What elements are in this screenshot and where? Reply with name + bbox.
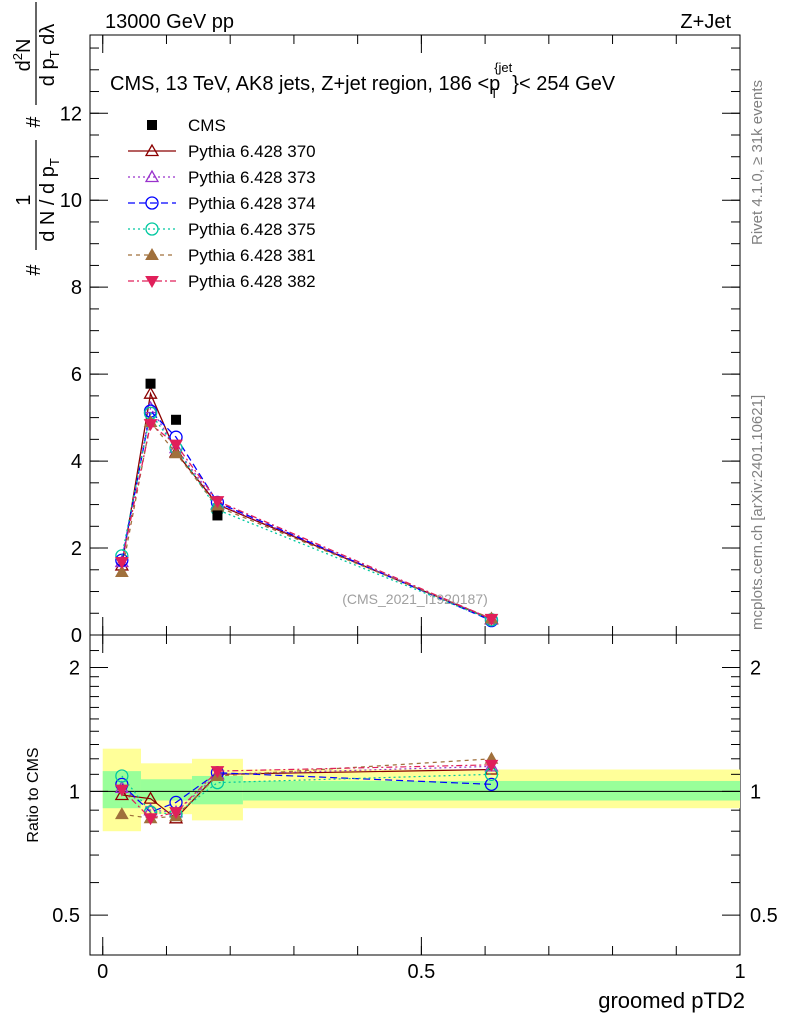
title-suffix: < 254 GeV bbox=[519, 73, 616, 95]
plot-title: CMS, 13 TeV, AK8 jets, Z+jet region, 186… bbox=[110, 60, 616, 101]
ratio-point-s5-2 bbox=[169, 807, 183, 820]
ylabel-hash-mid: # bbox=[23, 116, 45, 128]
main-point-s5-4 bbox=[484, 613, 499, 626]
ratio-point-s4-0 bbox=[115, 807, 129, 820]
ratio-point-s5-1 bbox=[143, 813, 158, 826]
y-main-tick-label-1: 2 bbox=[71, 538, 82, 560]
ratio-y-axis-label: Ratio to CMS bbox=[25, 747, 42, 842]
ratio-band-green-1 bbox=[140, 779, 192, 801]
ratio-point-s3-0 bbox=[115, 769, 129, 783]
x-tick-label-0: 0 bbox=[97, 961, 108, 983]
y-ratio-tick-label-left-0: 0.5 bbox=[52, 905, 80, 927]
main-series-group bbox=[114, 378, 499, 628]
y-main-tick-label-2: 4 bbox=[71, 451, 82, 473]
header-process: Z+Jet bbox=[680, 11, 731, 33]
main-series-line-0 bbox=[121, 391, 492, 620]
legend: CMS Pythia 6.428 370 Pythia 6.428 373 Pythi… bbox=[128, 116, 316, 291]
y-ratio-tick-label-right-2: 2 bbox=[750, 658, 761, 680]
y-main-tick-label-4: 8 bbox=[71, 277, 82, 299]
main-point-s0-1 bbox=[143, 386, 158, 399]
title-sub: T bbox=[490, 86, 498, 101]
x-tick-label-2: 1 bbox=[734, 961, 745, 983]
main-point-s4-2 bbox=[169, 446, 183, 459]
mcplots-credit-label: mcplots.cern.ch [arXiv:2401.10621] bbox=[749, 395, 766, 630]
ratio-series-group bbox=[114, 751, 499, 826]
ratio-series-line-4 bbox=[121, 758, 492, 819]
main-series-line-3 bbox=[121, 411, 492, 621]
legend-marker-1 bbox=[144, 169, 160, 183]
main-point-s5-3 bbox=[210, 496, 225, 509]
ratio-point-s5-0 bbox=[115, 784, 129, 797]
title-p: p bbox=[489, 73, 500, 95]
cms-data-point-1 bbox=[171, 414, 182, 425]
legend-label-2: Pythia 6.428 374 bbox=[188, 194, 316, 213]
y-ratio-tick-label-right-1: 1 bbox=[750, 781, 761, 803]
main-y-axis-label: # 1 d N / d pT # d2N d pT dλ bbox=[10, 2, 62, 276]
y-main-tick-label-6: 12 bbox=[60, 103, 82, 125]
ratio-point-s0-0 bbox=[114, 787, 129, 801]
main-point-s4-0 bbox=[115, 564, 129, 577]
title-prefix: CMS, 13 TeV, AK8 jets, Z+jet region, 186… bbox=[110, 73, 489, 95]
header-energy: 13000 GeV pp bbox=[105, 11, 234, 33]
legend-marker-0 bbox=[144, 143, 160, 157]
analysis-watermark: (CMS_2021_I1920187) bbox=[342, 591, 488, 607]
ratio-uncertainty-bands bbox=[90, 748, 741, 832]
rivet-version-label: Rivet 4.1.0, ≥ 31k events bbox=[749, 80, 766, 245]
y-ratio-tick-label-left-2: 2 bbox=[69, 658, 80, 680]
cms-data-point-0 bbox=[145, 378, 156, 389]
main-point-s5-2 bbox=[169, 439, 183, 452]
x-axis-label: groomed pTD2 bbox=[598, 988, 745, 1013]
cms-data-point-2 bbox=[212, 510, 223, 521]
y-ratio-tick-label-right-0: 0.5 bbox=[750, 905, 778, 927]
ratio-point-s2-4 bbox=[484, 777, 499, 792]
ylabel-denominator-2: d pT dλ bbox=[37, 24, 62, 86]
legend-marker-2 bbox=[145, 196, 159, 210]
x-tick-label-1: 0.5 bbox=[407, 961, 435, 983]
ylabel-denominator: d N / d pT bbox=[37, 158, 62, 242]
main-point-s5-1 bbox=[143, 419, 158, 432]
ratio-point-s5-3 bbox=[210, 766, 225, 779]
legend-label-3: Pythia 6.428 375 bbox=[188, 220, 316, 239]
ratio-series-line-2 bbox=[121, 772, 492, 813]
legend-marker-3 bbox=[145, 222, 159, 236]
y-ratio-tick-label-left-1: 1 bbox=[69, 781, 80, 803]
legend-label-cms: CMS bbox=[188, 116, 226, 135]
legend-label-5: Pythia 6.428 382 bbox=[188, 272, 316, 291]
y-main-tick-label-5: 10 bbox=[60, 190, 82, 212]
legend-marker-4 bbox=[145, 247, 159, 260]
ratio-point-s5-4 bbox=[484, 759, 499, 772]
title-sup: {jet bbox=[494, 60, 512, 75]
legend-marker-cms bbox=[147, 120, 157, 130]
y-main-tick-label-0: 0 bbox=[71, 625, 82, 647]
ylabel-hash-left: # bbox=[23, 264, 45, 276]
ylabel-numerator-one: 1 bbox=[13, 194, 35, 205]
legend-label-0: Pythia 6.428 370 bbox=[188, 142, 316, 161]
main-point-s5-0 bbox=[115, 556, 129, 569]
legend-label-4: Pythia 6.428 381 bbox=[188, 246, 316, 265]
legend-label-1: Pythia 6.428 373 bbox=[188, 168, 316, 187]
legend-marker-5 bbox=[145, 276, 159, 289]
title-close: } bbox=[512, 73, 519, 95]
y-main-tick-label-3: 6 bbox=[71, 364, 82, 386]
ylabel-numerator-d2n: d2N bbox=[10, 39, 35, 72]
